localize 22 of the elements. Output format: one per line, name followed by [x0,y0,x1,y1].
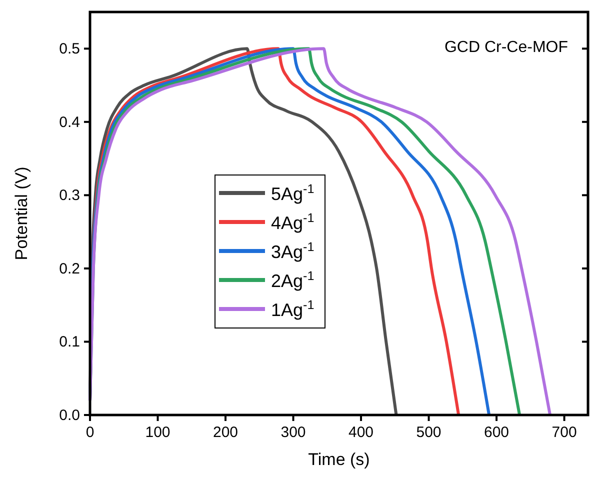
x-tick-label: 700 [552,424,577,441]
x-tick-label: 300 [280,424,306,441]
x-tick-label: 0 [86,424,94,441]
legend-label: 1Ag$^{-1}$ [271,298,314,320]
y-axis-title: Potential (V) [12,166,31,260]
legend-label: 2Ag$^{-1}$ [271,269,314,291]
x-tick-label: 400 [348,424,374,441]
y-tick-label: 0.4 [59,114,80,131]
legend-label: 3Ag$^{-1}$ [271,240,314,262]
x-tick-label: 100 [145,424,170,441]
legend-label: 4Ag$^{-1}$ [271,211,314,233]
y-tick-label: 0.1 [59,334,80,351]
y-tick-label: 0.2 [59,260,80,278]
y-tick-label: 0.5 [59,40,80,58]
y-tick-label: 0.3 [59,187,80,204]
x-axis-title: Time (s) [308,450,370,469]
text: GCD Cr-Ce-MOF [444,39,568,56]
x-tick-label: 500 [416,424,442,441]
y-tick-label: 0.0 [59,407,80,424]
x-tick-label: 600 [484,424,510,441]
legend-label: 5Ag$^{-1}$ [271,182,314,204]
x-tick-label: 200 [212,424,238,441]
